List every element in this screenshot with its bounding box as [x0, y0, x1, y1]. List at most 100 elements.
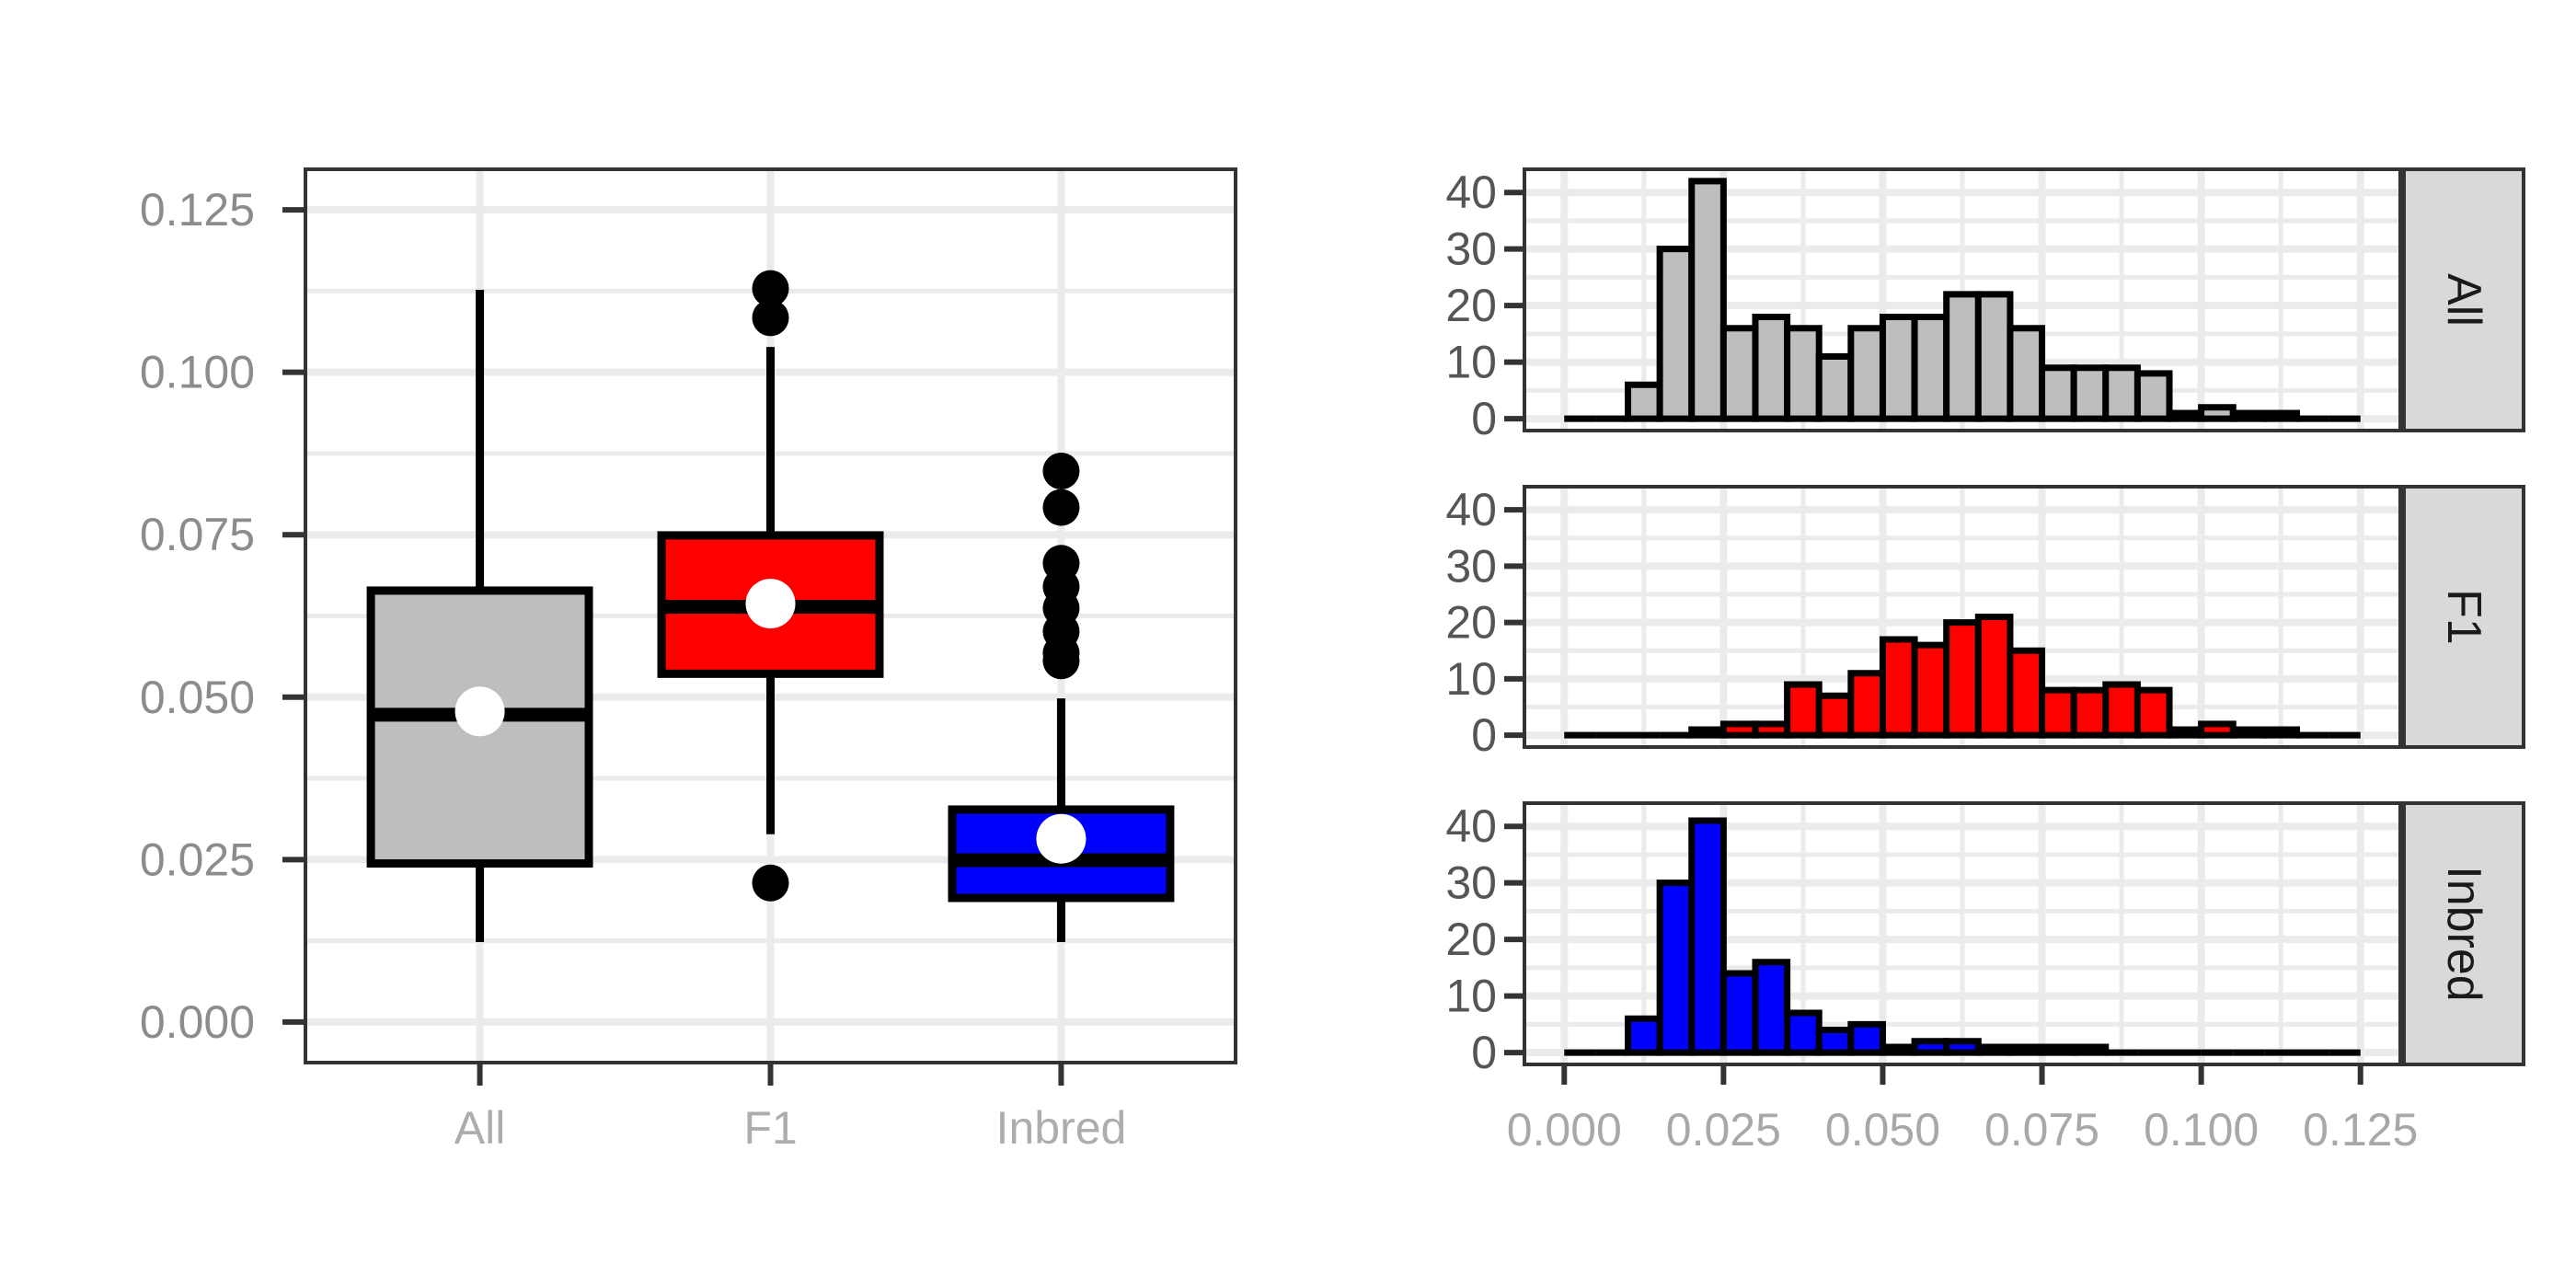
hist-bar-inbred	[1943, 1038, 1982, 1056]
hist-bar-all	[2261, 409, 2300, 422]
x-tick-label: 0.100	[2144, 1104, 2259, 1156]
strip-all	[2402, 167, 2525, 432]
hist-bar-all	[2007, 325, 2046, 422]
y-tick-label: 0.050	[140, 672, 255, 723]
hist-bar-inbred	[1752, 959, 1791, 1056]
hist-bar-f1	[2007, 647, 2046, 739]
hist-bar-all	[1943, 291, 1982, 422]
hist-bar-f1	[2229, 726, 2269, 739]
hist-bar-f1	[1815, 692, 1855, 739]
x-tick-label: 0.050	[1825, 1104, 1940, 1156]
outlier-point-f1	[752, 299, 789, 337]
hist-bar-f1	[2070, 686, 2110, 739]
y-tick-label: 20	[1445, 280, 1497, 331]
strip-label-all: All	[2437, 273, 2490, 327]
hist-bar-inbred	[1879, 1043, 1918, 1056]
hist-bar-all	[1847, 325, 1886, 422]
hist-bar-inbred	[1784, 1009, 1823, 1056]
hist-bar-inbred	[2039, 1043, 2077, 1056]
hist-bar-inbred	[1688, 817, 1727, 1056]
hist-bar-f1	[1847, 670, 1886, 739]
hist-bar-all	[1879, 313, 1918, 422]
hist-bar-inbred	[1815, 1027, 1855, 1056]
hist-bar-all	[1911, 313, 1950, 422]
panel-border	[1523, 485, 2402, 749]
hist-bar-inbred	[1847, 1020, 1886, 1056]
x-tick-label: 0.025	[1666, 1104, 1781, 1156]
hist-bar-inbred	[1974, 1043, 2014, 1056]
mean-point-inbred	[1036, 813, 1087, 864]
x-tick-label: 0.000	[1507, 1104, 1622, 1156]
hist-bar-f1	[2039, 686, 2077, 739]
hist-bar-all	[2039, 364, 2077, 422]
x-tick-label-inbred: Inbred	[996, 1102, 1127, 1154]
strip-label-inbred: Inbred	[2437, 866, 2490, 1001]
y-tick-label: 0.000	[140, 996, 255, 1048]
hist-bar-all	[2166, 409, 2205, 422]
hist-bar-f1	[1688, 726, 1727, 739]
hist-bar-all	[1688, 178, 1727, 422]
hist-bar-all	[2102, 364, 2141, 422]
hist-bar-f1	[1719, 720, 1759, 739]
hist-bar-f1	[2166, 726, 2205, 739]
x-tick-label-all: All	[454, 1102, 506, 1154]
hist-bar-f1	[2102, 681, 2141, 739]
hist-bar-f1	[2261, 726, 2300, 739]
hist-bar-all	[1656, 246, 1696, 422]
hist-bar-all	[1719, 325, 1759, 422]
hist-bar-f1	[1879, 636, 1918, 739]
y-tick-label: 0	[1471, 393, 1497, 444]
hist-bar-all	[2133, 370, 2173, 422]
y-tick-label: 0.125	[140, 184, 255, 236]
y-tick-label: 40	[1445, 167, 1497, 218]
y-tick-label: 20	[1445, 914, 1497, 965]
x-tick-label: 0.125	[2303, 1104, 2418, 1156]
strip-inbred	[2402, 801, 2525, 1066]
outlier-point-inbred	[1042, 489, 1080, 526]
hist-bar-inbred	[1911, 1038, 1950, 1056]
y-tick-label: 40	[1445, 800, 1497, 852]
box-group-all	[366, 289, 593, 943]
y-tick-label: 30	[1445, 857, 1497, 909]
hist-bar-inbred	[1719, 970, 1759, 1056]
hist-bar-f1	[1784, 681, 1823, 739]
hist-bar-all	[2198, 404, 2237, 422]
strip-f1	[2402, 485, 2525, 749]
hist-bar-f1	[1943, 619, 1982, 739]
hist-bar-all	[1974, 291, 2014, 422]
strip-label-f1: F1	[2437, 589, 2490, 645]
y-tick-label: 10	[1445, 653, 1497, 705]
hist-bar-inbred	[2007, 1043, 2046, 1056]
histogram-chart: 010203040All010203040F1010203040Inbred0.…	[1445, 167, 2525, 1156]
hist-bar-all	[1784, 325, 1823, 422]
y-tick-label: 10	[1445, 971, 1497, 1022]
boxplot-chart: 0.000 0.025 0.050 0.075 0.100 0.125 All F1 Inbre…	[140, 167, 1237, 1154]
hist-bar-all	[1752, 313, 1791, 422]
y-tick-label: 30	[1445, 540, 1497, 592]
hist-bar-inbred	[1625, 1015, 1663, 1056]
hist-bar-inbred	[2070, 1043, 2110, 1056]
outlier-point-f1	[752, 864, 789, 902]
mean-point-f1	[745, 579, 796, 629]
y-tick-label: 30	[1445, 224, 1497, 275]
x-tick-label-f1: F1	[743, 1102, 797, 1154]
panel-border	[1523, 167, 2402, 432]
y-tick-label: 0.025	[140, 834, 255, 885]
y-tick-label: 0.100	[140, 347, 255, 398]
outlier-point-inbred	[1042, 453, 1080, 490]
hist-bar-all	[2070, 364, 2110, 422]
x-tick-label: 0.075	[1984, 1104, 2099, 1156]
box-group-f1	[657, 270, 884, 902]
mean-point-all	[454, 686, 505, 737]
hist-bar-f1	[2198, 720, 2237, 739]
box-group-inbred	[948, 453, 1175, 943]
panel-border	[1523, 801, 2402, 1066]
hist-bar-all	[1815, 352, 1855, 422]
outlier-point-inbred	[1042, 642, 1080, 680]
hist-bar-f1	[1752, 720, 1791, 739]
hist-bar-all	[1625, 381, 1663, 422]
y-tick-label: 40	[1445, 484, 1497, 535]
y-tick-label: 10	[1445, 337, 1497, 388]
